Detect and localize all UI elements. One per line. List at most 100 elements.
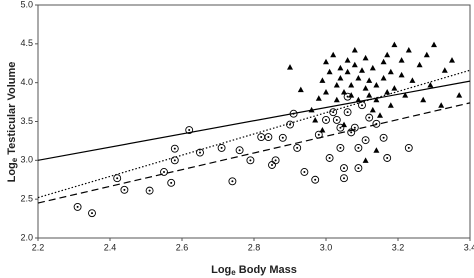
circle-point xyxy=(336,123,345,132)
circle-center xyxy=(173,147,176,150)
triangle-point xyxy=(348,92,355,98)
circle-center xyxy=(325,118,327,121)
circle-ring xyxy=(329,108,338,117)
circle-ring xyxy=(300,168,309,176)
triangle-point xyxy=(369,64,376,71)
circle-ring xyxy=(271,156,280,165)
triangle-point xyxy=(359,67,365,73)
circle-ring xyxy=(350,123,359,132)
circle-ring xyxy=(343,92,352,101)
x-label-sub: e xyxy=(231,268,236,277)
circle-ring xyxy=(278,133,287,142)
circle-center xyxy=(274,159,277,162)
triangle-point xyxy=(398,71,405,78)
triangle-point xyxy=(355,75,362,81)
circle-point xyxy=(300,168,309,176)
triangle-point xyxy=(323,58,329,65)
circle-ring xyxy=(160,168,168,176)
fit-line xyxy=(37,102,471,204)
circle-center xyxy=(173,159,176,162)
circle-point xyxy=(358,101,366,110)
circle-center xyxy=(386,157,389,160)
circle-point xyxy=(325,154,334,162)
circle-point xyxy=(145,186,154,195)
triangle-point xyxy=(380,75,387,81)
circle-center xyxy=(346,111,349,114)
circle-point xyxy=(120,185,129,194)
triangle-point xyxy=(427,81,434,88)
triangle-point xyxy=(377,112,383,118)
circle-point xyxy=(322,115,330,124)
circle-point xyxy=(311,175,320,184)
circle-point xyxy=(332,115,341,124)
circle-center xyxy=(328,157,331,160)
circle-ring xyxy=(196,148,204,157)
circle-point xyxy=(160,168,168,176)
circle-ring xyxy=(404,143,413,152)
triangle-point xyxy=(344,57,351,63)
circle-center xyxy=(407,146,410,149)
y-label-part: Testicular Volume xyxy=(6,62,18,158)
circle-point xyxy=(343,92,352,101)
circle-ring xyxy=(383,154,392,162)
circle-center xyxy=(357,146,360,149)
circle-point xyxy=(228,177,237,186)
circle-point xyxy=(257,133,266,141)
circle-ring xyxy=(73,202,82,211)
circle-center xyxy=(267,136,270,139)
triangle-point xyxy=(456,92,463,98)
circle-center xyxy=(368,116,371,119)
triangle-point xyxy=(373,96,380,103)
circle-center xyxy=(231,180,234,183)
y-tick-label: 5.0 xyxy=(20,0,33,9)
x-axis-label: Loge Body Mass xyxy=(211,264,297,277)
circle-center xyxy=(361,104,363,107)
circle-ring xyxy=(358,101,366,110)
triangle-point xyxy=(312,116,319,123)
triangle-point xyxy=(366,92,373,98)
circle-point xyxy=(404,143,413,152)
circle-center xyxy=(339,146,342,149)
triangle-point xyxy=(373,81,380,88)
triangle-point xyxy=(348,81,355,88)
circle-point xyxy=(340,164,348,173)
circle-point xyxy=(185,126,194,134)
circle-ring xyxy=(235,146,244,155)
circle-point xyxy=(167,178,176,187)
circle-ring xyxy=(372,119,381,128)
circle-ring xyxy=(336,123,345,132)
triangle-point xyxy=(387,102,394,108)
triangle-point xyxy=(319,127,326,133)
circle-center xyxy=(170,181,173,184)
circle-center xyxy=(289,123,291,126)
y-label-part: Log xyxy=(6,162,18,182)
x-tick-label: 3.0 xyxy=(320,242,333,252)
circle-point xyxy=(196,148,204,157)
triangle-point xyxy=(402,92,409,98)
circle-point xyxy=(372,119,381,128)
x-tick-label: 2.4 xyxy=(104,242,117,252)
circle-ring xyxy=(217,143,226,152)
circle-ring xyxy=(361,136,370,145)
triangle-point xyxy=(441,67,448,73)
circle-point xyxy=(293,143,302,152)
circle-point xyxy=(379,133,388,142)
circle-point xyxy=(329,108,338,117)
circle-center xyxy=(91,212,93,215)
circle-ring xyxy=(293,143,302,152)
circle-center xyxy=(353,126,356,129)
circle-center xyxy=(339,126,342,129)
circle-point xyxy=(88,209,96,218)
circle-point xyxy=(170,156,179,165)
fit-line xyxy=(37,69,471,199)
circle-ring xyxy=(336,143,345,152)
circle-point xyxy=(383,154,392,162)
y-axis-label: Loge Testicular Volume xyxy=(6,62,19,183)
triangle-point xyxy=(337,75,344,81)
circle-ring xyxy=(167,178,176,187)
x-tick-label: 2.2 xyxy=(32,242,45,252)
circle-point xyxy=(268,161,276,169)
circle-ring xyxy=(340,174,348,183)
triangle-point xyxy=(333,96,340,103)
triangle-point xyxy=(391,41,398,48)
